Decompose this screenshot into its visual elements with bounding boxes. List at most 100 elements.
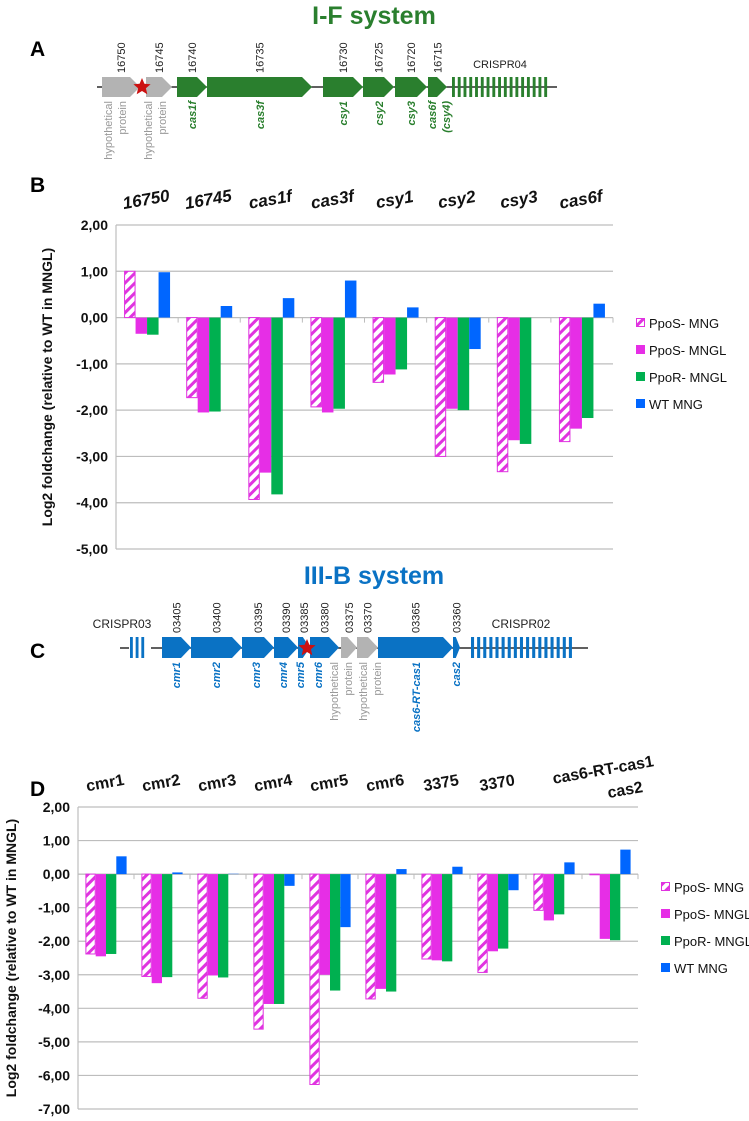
bar-ppos-mngl: [319, 874, 330, 975]
crispr-repeat: [483, 637, 487, 658]
crispr-repeat: [544, 77, 548, 97]
bar-ppos-mngl: [570, 317, 582, 429]
crispr-repeat: [457, 77, 461, 97]
bar-wt-mng: [284, 874, 295, 886]
locus-tag: 03375: [344, 602, 356, 633]
legend-label: WT MNG: [674, 961, 728, 976]
crispr-repeat: [469, 77, 473, 97]
bar-ppos-mng: [124, 270, 136, 319]
crispr-repeat: [486, 77, 490, 97]
gene-arrow: [146, 77, 172, 97]
bar-ppos-mng: [477, 873, 488, 973]
gene-description: protein: [343, 662, 355, 696]
bar-ppor-mngl: [581, 317, 594, 419]
legend-label: PpoS- MNG: [674, 880, 744, 895]
legend-label: WT MNG: [649, 397, 703, 412]
gene-description: hypothetical: [103, 101, 115, 160]
crispr-repeat: [544, 637, 548, 658]
gene-description: hypothetical: [143, 101, 155, 160]
panel-label-a: A: [30, 38, 45, 61]
gene-name: csy1: [338, 101, 350, 125]
category-label: 3375: [422, 772, 460, 795]
y-tick-label: -2,00: [76, 402, 108, 418]
title-iiib-system: III-B system: [304, 562, 444, 590]
crispr-repeat: [463, 77, 467, 97]
locus-tag: 16735: [255, 42, 267, 73]
gene-arrow: [242, 637, 274, 658]
bar-ppor-mngl: [519, 317, 532, 444]
bar-ppos-mng: [309, 873, 320, 1086]
bar-wt-mng: [564, 862, 575, 875]
panel-label-d: D: [30, 778, 45, 801]
crispr-repeat: [498, 77, 501, 97]
y-tick-label: -3,00: [38, 967, 70, 983]
panel-label-c: C: [30, 640, 45, 663]
bar-wt-mng: [508, 874, 519, 891]
locus-tag: 16725: [374, 42, 386, 73]
y-tick-label: -2,00: [38, 933, 70, 949]
bar-ppos-mng: [434, 317, 447, 457]
bar-wt-mng: [172, 872, 183, 875]
bar-ppos-mng: [533, 873, 544, 911]
legend-swatch: [636, 372, 645, 381]
bar-ppos-mngl: [95, 874, 106, 957]
bar-wt-mng: [452, 866, 463, 875]
gene-name: cmr6: [313, 661, 325, 688]
gene-arrow: [177, 77, 207, 97]
crispr-label: CRISPR03: [93, 617, 152, 631]
legend-swatch: [636, 399, 645, 408]
crispr-repeat: [492, 77, 496, 97]
category-label: 16745: [183, 186, 233, 213]
crispr-repeat: [513, 637, 517, 658]
bar-ppor-mngl: [330, 874, 341, 991]
bar-chart-iiib: 2,00 1,00 0,00 -1,00 -2,00 -3,00 -4,00 -5,00 -6,…: [3, 753, 749, 1117]
gene-name: cmr5: [295, 661, 307, 688]
gene-arrow: [341, 637, 357, 658]
bar-ppor-mngl: [209, 317, 221, 412]
crispr-repeat: [501, 637, 505, 658]
bar-ppor-mngl: [147, 317, 159, 335]
crispr-repeat: [550, 637, 554, 658]
locus-tag: 16730: [338, 42, 350, 73]
gene-arrow: [428, 77, 447, 97]
bar-wt-mng: [220, 306, 233, 318]
locus-tag: 16740: [187, 42, 199, 73]
bar-ppos-mng: [496, 317, 509, 473]
category-label: cmr1: [85, 772, 126, 795]
bar-wt-mng: [593, 303, 605, 318]
bar-ppor-mngl: [610, 874, 621, 941]
bar-ppos-mngl: [321, 317, 334, 413]
crispr-repeat: [507, 637, 511, 658]
locus-tag: 03385: [299, 602, 311, 633]
bar-wt-mng: [116, 856, 127, 875]
crispr-repeat: [526, 77, 530, 97]
legend-label: PpoR- MNGL: [674, 934, 749, 949]
gene-name: (csy4): [441, 101, 453, 133]
gene-arrow: [453, 637, 460, 658]
gene-arrow: [207, 77, 312, 97]
bar-ppor-mngl: [554, 874, 565, 915]
bar-ppos-mng: [141, 873, 152, 977]
bar-ppos-mngl: [207, 874, 218, 976]
y-tick-label: -3,00: [76, 448, 108, 464]
legend-swatch: [661, 882, 670, 891]
bar-wt-mng: [469, 317, 481, 350]
bar-chart-if: 2,00 1,00 0,00 -1,00 -2,00 -3,00 -4,00 -5,00 Log…: [39, 186, 727, 557]
crispr-repeat: [568, 637, 572, 658]
mutation-star-icon: [298, 639, 316, 656]
bar-ppor-mngl: [333, 317, 345, 409]
gene-arrow: [310, 637, 339, 658]
gene-arrow: [378, 637, 453, 658]
bar-ppos-mng: [310, 317, 322, 408]
crispr-repeat: [495, 637, 499, 658]
bar-ppor-mngl: [271, 317, 283, 495]
bar-ppos-mngl: [599, 874, 610, 939]
crispr-repeat: [141, 637, 145, 658]
bar-ppos-mng: [365, 873, 376, 1000]
gene-name: cas6f: [427, 100, 439, 129]
y-tick-label: -6,00: [38, 1067, 70, 1083]
bar-ppos-mng: [558, 317, 571, 443]
y-tick-label: -1,00: [76, 356, 108, 372]
category-label: cmr2: [141, 772, 182, 795]
category-label: cmr4: [253, 772, 294, 795]
